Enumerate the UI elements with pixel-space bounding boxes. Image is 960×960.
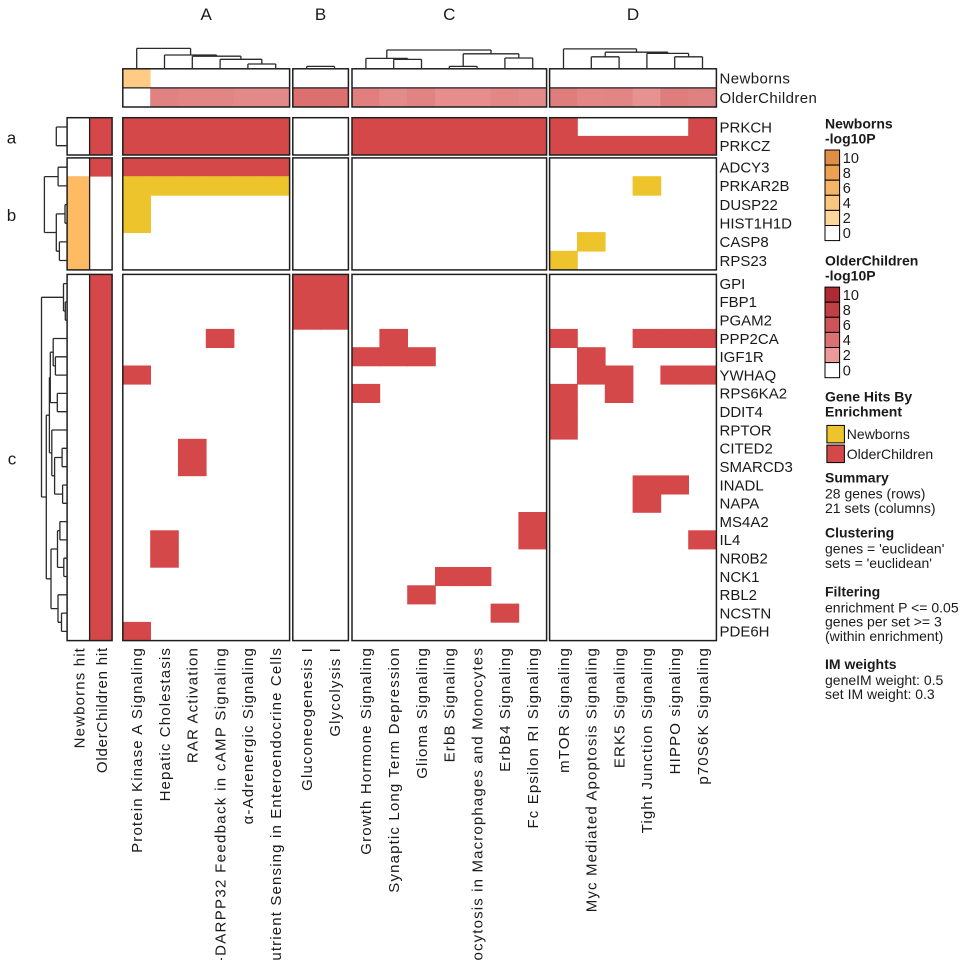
svg-text:genes per set >= 3: genes per set >= 3	[825, 614, 942, 630]
svg-text:4: 4	[843, 196, 851, 212]
svg-text:Dopamine-DARPP32 Feedback in c: Dopamine-DARPP32 Feedback in cAMP Signal…	[212, 647, 229, 960]
svg-text:HIPPO signaling: HIPPO signaling	[667, 647, 684, 774]
svg-text:IM weights: IM weights	[825, 656, 897, 672]
svg-text:Glioma Signaling: Glioma Signaling	[414, 647, 431, 779]
svg-text:10: 10	[843, 151, 859, 167]
svg-text:C: C	[443, 5, 455, 24]
svg-text:B: B	[315, 5, 326, 24]
svg-text:DDIT4: DDIT4	[720, 404, 763, 421]
svg-text:RPTOR: RPTOR	[720, 422, 772, 439]
svg-text:21 sets (columns): 21 sets (columns)	[825, 500, 935, 516]
svg-text:Glycolysis I: Glycolysis I	[327, 647, 344, 737]
svg-text:INADL: INADL	[720, 477, 764, 494]
svg-text:Fc Epsilon RI Signaling: Fc Epsilon RI Signaling	[525, 647, 542, 829]
svg-text:Nutrient Sensing in Enteroendo: Nutrient Sensing in Enteroendocrine Cell…	[268, 647, 285, 960]
svg-text:PPP2CA: PPP2CA	[720, 331, 779, 348]
svg-text:HIST1H1D: HIST1H1D	[720, 216, 793, 233]
svg-text:-log10P: -log10P	[825, 268, 876, 284]
svg-text:8: 8	[843, 166, 851, 182]
svg-text:RAR Activation: RAR Activation	[185, 647, 202, 763]
svg-text:0: 0	[843, 363, 851, 379]
svg-text:OlderChildren: OlderChildren	[825, 253, 918, 269]
svg-text:ErbB Signaling: ErbB Signaling	[442, 647, 459, 762]
svg-text:CITED2: CITED2	[720, 441, 773, 458]
svg-text:Summary: Summary	[825, 470, 889, 486]
svg-text:ADCY3: ADCY3	[720, 160, 770, 177]
svg-text:6: 6	[843, 318, 851, 334]
svg-text:Growth Hormone Signaling: Growth Hormone Signaling	[358, 647, 375, 855]
svg-text:Hepatic Cholestasis: Hepatic Cholestasis	[157, 647, 174, 801]
svg-text:IGF1R: IGF1R	[720, 349, 764, 366]
svg-text:RPS6KA2: RPS6KA2	[720, 386, 788, 403]
svg-text:-log10P: -log10P	[825, 131, 876, 147]
svg-text:Clustering: Clustering	[825, 525, 894, 541]
svg-text:b: b	[7, 206, 16, 225]
svg-text:α-Adrenergic Signaling: α-Adrenergic Signaling	[240, 647, 257, 824]
svg-text:PGAM2: PGAM2	[720, 313, 773, 330]
svg-text:a: a	[7, 128, 17, 147]
svg-text:Gluconeogenesis I: Gluconeogenesis I	[299, 647, 316, 791]
svg-text:mTOR Signaling: mTOR Signaling	[556, 647, 573, 773]
svg-text:A: A	[201, 5, 213, 24]
svg-text:NAPA: NAPA	[720, 496, 760, 513]
svg-text:(within enrichment): (within enrichment)	[825, 628, 943, 644]
svg-text:NR0B2: NR0B2	[720, 551, 768, 568]
svg-text:Filtering: Filtering	[825, 583, 880, 599]
svg-text:RPS23: RPS23	[720, 253, 768, 270]
svg-text:RBL2: RBL2	[720, 587, 758, 604]
svg-text:ErbB4 Signaling: ErbB4 Signaling	[497, 647, 514, 772]
svg-text:4: 4	[843, 333, 851, 349]
svg-text:DUSP22: DUSP22	[720, 197, 778, 214]
svg-text:OlderChildren: OlderChildren	[847, 446, 933, 462]
svg-text:IL4: IL4	[720, 532, 741, 549]
svg-text:D: D	[627, 5, 639, 24]
svg-text:c: c	[8, 449, 17, 468]
svg-text:Newborns: Newborns	[720, 71, 791, 88]
svg-text:sets = 'euclidean': sets = 'euclidean'	[825, 555, 932, 571]
svg-text:10: 10	[843, 288, 859, 304]
svg-text:NCK1: NCK1	[720, 569, 760, 586]
svg-text:OlderChildren: OlderChildren	[720, 90, 818, 107]
svg-text:CASP8: CASP8	[720, 234, 769, 251]
svg-text:Fcγ Receptor-mediated Phagocyt: Fcγ Receptor-mediated Phagocytosis in Ma…	[469, 647, 486, 960]
svg-text:YWHAQ: YWHAQ	[720, 367, 777, 384]
svg-text:Newborns hit: Newborns hit	[72, 647, 89, 748]
svg-text:Newborns: Newborns	[825, 116, 893, 132]
svg-text:2: 2	[843, 348, 851, 364]
svg-text:Newborns: Newborns	[847, 426, 910, 442]
svg-text:Tight Junction Signaling: Tight Junction Signaling	[639, 647, 656, 833]
svg-text:0: 0	[843, 226, 851, 242]
svg-text:MS4A2: MS4A2	[720, 514, 769, 531]
svg-text:Synaptic Long Term Depression: Synaptic Long Term Depression	[386, 647, 403, 893]
svg-text:SMARCD3: SMARCD3	[720, 459, 793, 476]
svg-text:Protein Kinase A Signaling: Protein Kinase A Signaling	[129, 647, 146, 853]
svg-text:Myc Mediated Apoptosis Signali: Myc Mediated Apoptosis Signaling	[584, 647, 601, 912]
svg-text:PDE6H: PDE6H	[720, 624, 770, 641]
svg-text:ERK5 Signaling: ERK5 Signaling	[611, 647, 628, 768]
svg-text:6: 6	[843, 181, 851, 197]
svg-text:FBP1: FBP1	[720, 294, 758, 311]
svg-text:Enrichment: Enrichment	[825, 404, 902, 420]
svg-text:PRKAR2B: PRKAR2B	[720, 178, 790, 195]
svg-text:NCSTN: NCSTN	[720, 605, 772, 622]
svg-text:PRKCZ: PRKCZ	[720, 138, 771, 155]
svg-text:Gene Hits By: Gene Hits By	[825, 389, 912, 405]
svg-text:2: 2	[843, 211, 851, 227]
svg-text:set IM weight: 0.3: set IM weight: 0.3	[825, 686, 935, 702]
svg-text:8: 8	[843, 303, 851, 319]
svg-text:OlderChildren hit: OlderChildren hit	[94, 647, 111, 773]
svg-text:28 genes (rows): 28 genes (rows)	[825, 486, 925, 502]
svg-text:genes = 'euclidean': genes = 'euclidean'	[825, 541, 944, 557]
svg-text:geneIM weight: 0.5: geneIM weight: 0.5	[825, 672, 944, 688]
svg-text:PRKCH: PRKCH	[720, 119, 773, 136]
svg-text:enrichment P <= 0.05: enrichment P <= 0.05	[825, 599, 959, 615]
svg-text:p70S6K Signaling: p70S6K Signaling	[695, 647, 712, 785]
svg-text:GPI: GPI	[720, 276, 746, 293]
